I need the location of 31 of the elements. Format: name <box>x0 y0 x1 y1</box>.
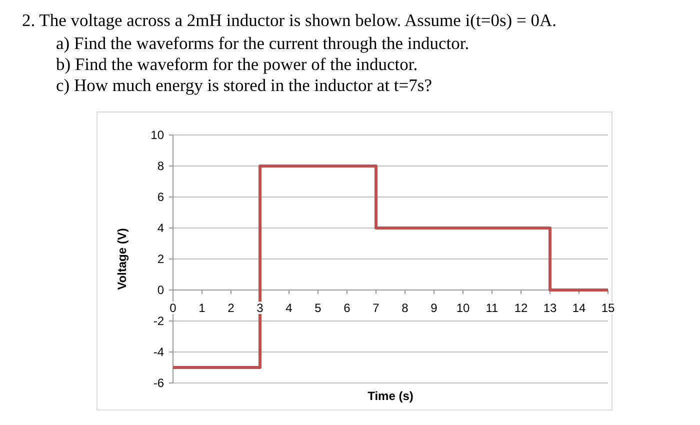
x-tick-label: 4 <box>286 301 293 315</box>
x-tick-label: 7 <box>372 301 380 315</box>
y-tick-label: -2 <box>153 314 164 328</box>
x-tick-label: 15 <box>601 301 615 315</box>
x-tick-label: 10 <box>456 301 470 315</box>
y-tick-label: 0 <box>157 283 164 298</box>
text: b) Find the waveform for the power of the inductor. <box>56 54 418 74</box>
x-tick-label: 5 <box>314 301 322 315</box>
x-tick-label: 9 <box>430 301 438 315</box>
x-tick-label: 12 <box>514 301 528 315</box>
text: c) How much energy is stored in the inductor at t=7s? <box>56 75 432 95</box>
x-tick-label: 3 <box>256 301 264 315</box>
x-axis-title: Time (s) <box>368 389 414 403</box>
y-tick-label: -4 <box>153 345 164 360</box>
x-tick-label: 6 <box>344 301 351 315</box>
y-tick-label: 10 <box>150 128 164 142</box>
x-tick-label: 2 <box>228 301 235 315</box>
x-tick-label: 1 <box>198 301 206 315</box>
x-tick-label: 11 <box>486 301 499 315</box>
chart-title: 2. The voltage across a 2mH inductor is shown below. Assume i(t=0s) = 0A. <box>22 10 556 30</box>
text: a) Find the waveforms for the current through the inductor. <box>56 33 470 53</box>
y-tick-label: 4 <box>157 221 164 236</box>
y-tick-label: -6 <box>153 376 164 390</box>
y-axis-title: Voltage (V) <box>115 228 129 290</box>
y-tick-label: 8 <box>157 159 164 174</box>
x-tick-label: 13 <box>543 301 557 315</box>
y-tick-label: 6 <box>157 190 164 204</box>
y-tick-label: 2 <box>157 252 164 266</box>
x-tick-label: 8 <box>402 301 409 315</box>
x-tick-label: 0 <box>170 301 177 315</box>
x-tick-label: 14 <box>572 301 586 315</box>
